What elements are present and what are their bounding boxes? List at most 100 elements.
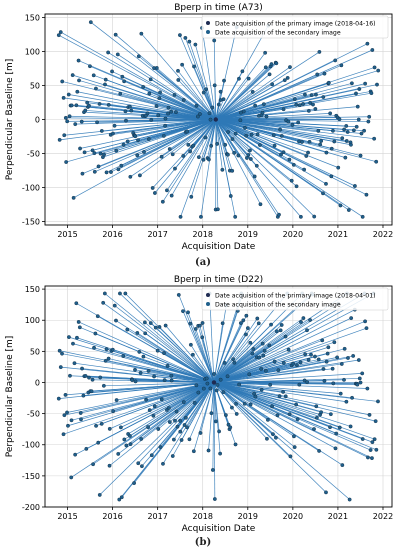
secondary-point	[121, 354, 126, 358]
secondary-point	[342, 377, 346, 382]
secondary-point	[221, 390, 226, 395]
secondary-point	[317, 50, 322, 54]
secondary-point	[295, 417, 300, 422]
baseline-line	[199, 113, 216, 120]
baseline-line	[192, 354, 215, 383]
baseline-line	[180, 119, 217, 217]
secondary-point	[349, 316, 354, 321]
baseline-line	[213, 303, 339, 383]
secondary-point	[342, 346, 347, 351]
baseline-line	[215, 43, 368, 120]
baseline-line	[202, 322, 215, 383]
secondary-point	[263, 368, 268, 373]
baseline-line	[203, 119, 217, 160]
secondary-point	[324, 359, 329, 364]
secondary-point	[116, 167, 121, 172]
secondary-point	[339, 362, 344, 366]
secondary-point	[147, 408, 152, 413]
secondary-point	[94, 423, 98, 428]
x-tick-label: 2017	[147, 230, 167, 239]
secondary-point	[292, 434, 296, 439]
baseline-line	[215, 119, 302, 218]
secondary-point	[65, 119, 70, 124]
baseline-line	[213, 382, 341, 394]
baseline-line	[213, 382, 376, 422]
secondary-point	[169, 109, 174, 114]
secondary-point	[365, 386, 370, 391]
secondary-point	[376, 68, 381, 73]
secondary-point	[366, 119, 371, 124]
secondary-point	[161, 461, 165, 466]
secondary-point	[343, 155, 348, 160]
legend-box	[201, 287, 389, 311]
secondary-point	[261, 102, 266, 107]
y-tick-label: -150	[22, 218, 40, 227]
secondary-point	[215, 141, 220, 146]
secondary-point	[203, 135, 208, 140]
secondary-point	[256, 321, 261, 326]
secondary-point	[245, 156, 249, 160]
secondary-point	[328, 425, 332, 430]
secondary-point	[133, 134, 138, 139]
secondary-point	[365, 41, 370, 46]
secondary-point	[156, 427, 161, 431]
secondary-point	[124, 443, 129, 448]
secondary-point	[107, 426, 112, 431]
secondary-point	[294, 402, 299, 407]
secondary-point	[307, 139, 312, 144]
baseline-line	[169, 382, 215, 423]
secondary-point	[122, 79, 127, 84]
secondary-point	[130, 378, 135, 383]
secondary-point	[281, 107, 286, 112]
secondary-point	[306, 150, 310, 155]
secondary-point	[135, 331, 140, 335]
secondary-point	[148, 77, 153, 82]
secondary-point	[243, 332, 248, 337]
baseline-line	[169, 119, 216, 150]
secondary-point	[274, 435, 278, 440]
secondary-point	[230, 168, 235, 173]
secondary-point	[149, 453, 154, 458]
secondary-point	[321, 367, 326, 371]
secondary-point	[152, 374, 157, 379]
secondary-point	[336, 165, 341, 170]
secondary-point	[253, 394, 258, 399]
secondary-point	[234, 401, 238, 406]
baseline-line	[158, 114, 216, 120]
secondary-point	[102, 291, 107, 296]
y-tick-label: -100	[22, 184, 40, 193]
secondary-point	[215, 207, 220, 212]
secondary-point	[183, 415, 188, 420]
secondary-point	[201, 157, 206, 162]
secondary-point	[117, 497, 122, 502]
secondary-point	[169, 193, 174, 198]
caption-a: (a)	[195, 257, 211, 268]
secondary-point	[328, 111, 333, 116]
secondary-point	[321, 191, 325, 196]
baseline-line	[161, 382, 215, 400]
secondary-point	[230, 405, 234, 410]
baseline-line	[165, 118, 216, 120]
secondary-point	[226, 130, 231, 134]
secondary-point	[190, 352, 195, 357]
baseline-line	[213, 309, 355, 383]
secondary-point	[209, 411, 214, 416]
secondary-point	[214, 419, 218, 424]
secondary-point	[223, 413, 228, 418]
baseline-line	[213, 382, 370, 416]
secondary-point	[329, 174, 334, 179]
secondary-point	[112, 303, 117, 308]
secondary-point	[186, 142, 191, 147]
secondary-point	[212, 38, 217, 43]
legend-marker-secondary	[206, 30, 210, 34]
secondary-point	[104, 170, 109, 175]
secondary-point	[288, 65, 292, 69]
secondary-point	[74, 103, 79, 108]
secondary-point	[347, 497, 352, 502]
baseline-line	[213, 317, 304, 383]
secondary-point	[79, 417, 83, 422]
secondary-point	[367, 412, 372, 417]
secondary-point	[344, 124, 349, 128]
secondary-point	[101, 383, 106, 388]
secondary-point	[246, 153, 251, 157]
